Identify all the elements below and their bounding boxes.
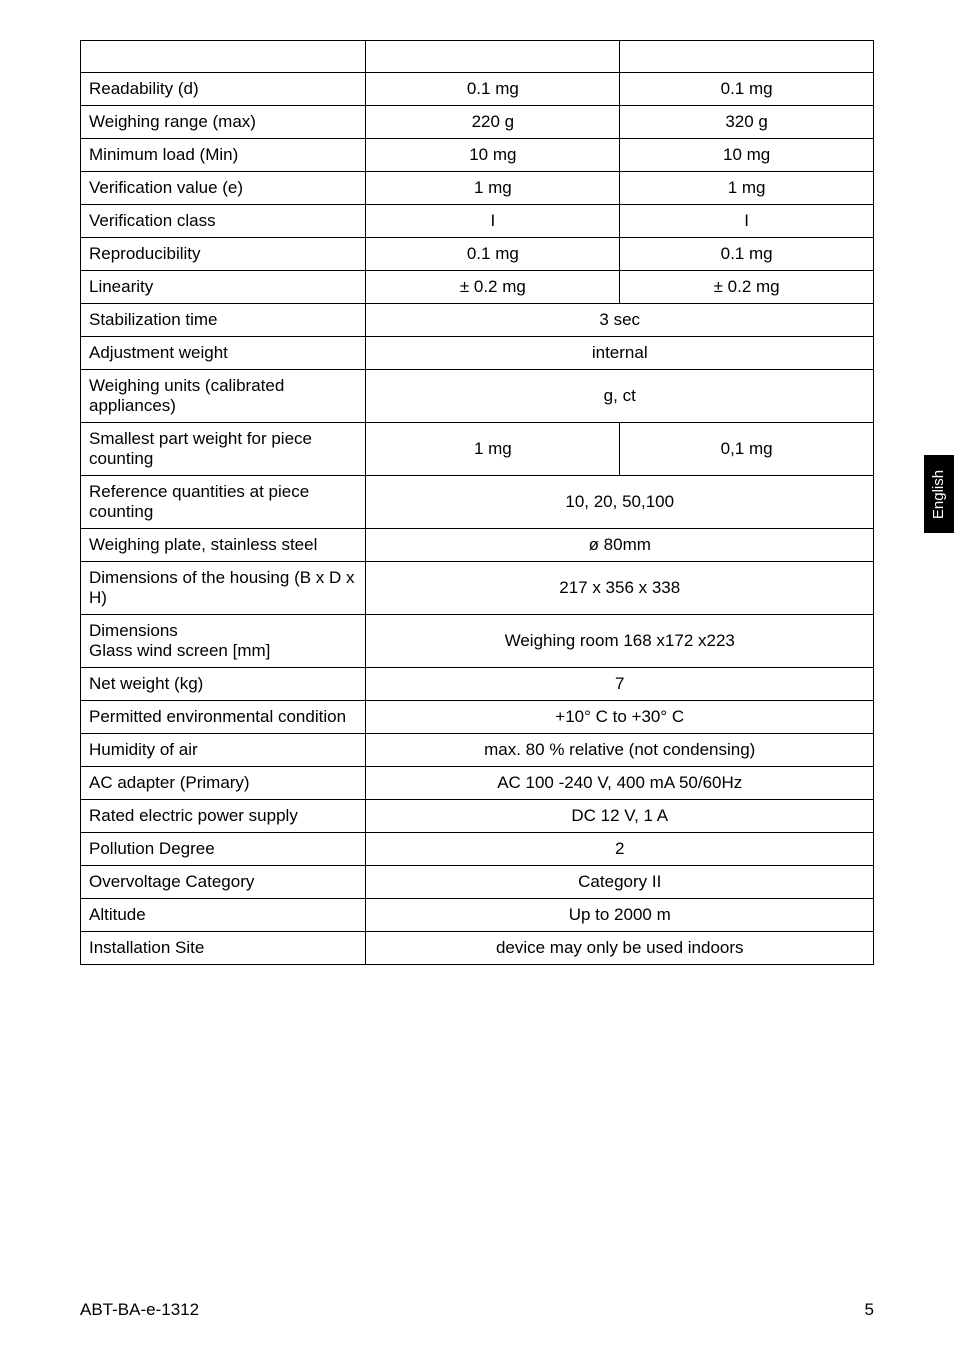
row-label: Net weight (kg) [81, 668, 366, 701]
row-value: max. 80 % relative (not condensing) [366, 734, 874, 767]
row-label: Smallest part weight for piece counting [81, 423, 366, 476]
row-label: Stabilization time [81, 304, 366, 337]
row-label: Verification class [81, 205, 366, 238]
table-row [81, 41, 874, 73]
row-value-1: 1 mg [366, 172, 620, 205]
table-row: Reference quantities at piece counting10… [81, 476, 874, 529]
row-value-2: I [620, 205, 874, 238]
row-label: Installation Site [81, 932, 366, 965]
row-value-2: 0.1 mg [620, 238, 874, 271]
table-row: Permitted environmental condition+10° C … [81, 701, 874, 734]
row-label: Adjustment weight [81, 337, 366, 370]
table-row: Pollution Degree2 [81, 833, 874, 866]
row-value: 3 sec [366, 304, 874, 337]
row-value-1: I [366, 205, 620, 238]
row-value: 10, 20, 50,100 [366, 476, 874, 529]
table-row: Linearity± 0.2 mg± 0.2 mg [81, 271, 874, 304]
row-value-1: 0.1 mg [366, 238, 620, 271]
row-value-1: 1 mg [366, 423, 620, 476]
row-label: Reference quantities at piece counting [81, 476, 366, 529]
row-label [81, 41, 366, 73]
row-value-1 [366, 41, 620, 73]
table-row: Verification classII [81, 205, 874, 238]
row-value: device may only be used indoors [366, 932, 874, 965]
row-label: Overvoltage Category [81, 866, 366, 899]
row-value: g, ct [366, 370, 874, 423]
row-value-2: 0.1 mg [620, 73, 874, 106]
footer-page-number: 5 [865, 1300, 874, 1320]
row-label: Reproducibility [81, 238, 366, 271]
row-value: Category II [366, 866, 874, 899]
row-label: DimensionsGlass wind screen [mm] [81, 615, 366, 668]
row-value: Weighing room 168 x172 x223 [366, 615, 874, 668]
spec-table: Readability (d)0.1 mg0.1 mgWeighing rang… [80, 40, 874, 965]
table-row: Overvoltage CategoryCategory II [81, 866, 874, 899]
table-row: Rated electric power supplyDC 12 V, 1 A [81, 800, 874, 833]
row-value-2: 320 g [620, 106, 874, 139]
table-row: AltitudeUp to 2000 m [81, 899, 874, 932]
row-value: internal [366, 337, 874, 370]
row-value-2 [620, 41, 874, 73]
row-value: +10° C to +30° C [366, 701, 874, 734]
row-label: Verification value (e) [81, 172, 366, 205]
row-value-1: 10 mg [366, 139, 620, 172]
row-value-2: 1 mg [620, 172, 874, 205]
table-row: Weighing range (max)220 g320 g [81, 106, 874, 139]
row-label: AC adapter (Primary) [81, 767, 366, 800]
row-label: Weighing plate, stainless steel [81, 529, 366, 562]
row-value: 217 x 356 x 338 [366, 562, 874, 615]
table-row: AC adapter (Primary)AC 100 -240 V, 400 m… [81, 767, 874, 800]
table-row: Stabilization time3 sec [81, 304, 874, 337]
row-label: Dimensions of the housing (B x D x H) [81, 562, 366, 615]
table-row: Adjustment weightinternal [81, 337, 874, 370]
table-row: Dimensions of the housing (B x D x H)217… [81, 562, 874, 615]
table-row: Minimum load (Min)10 mg10 mg [81, 139, 874, 172]
row-value: DC 12 V, 1 A [366, 800, 874, 833]
row-value-1: 0.1 mg [366, 73, 620, 106]
row-value: Up to 2000 m [366, 899, 874, 932]
row-label: Permitted environmental condition [81, 701, 366, 734]
row-value: 7 [366, 668, 874, 701]
row-label: Altitude [81, 899, 366, 932]
row-label: Minimum load (Min) [81, 139, 366, 172]
row-label: Humidity of air [81, 734, 366, 767]
table-row: Smallest part weight for piece counting1… [81, 423, 874, 476]
table-row: Verification value (e)1 mg1 mg [81, 172, 874, 205]
row-label: Pollution Degree [81, 833, 366, 866]
page-footer: ABT-BA-e-1312 5 [80, 1300, 874, 1320]
language-tab: English [924, 455, 954, 533]
row-label: Weighing range (max) [81, 106, 366, 139]
row-value-2: ± 0.2 mg [620, 271, 874, 304]
row-value-2: 10 mg [620, 139, 874, 172]
table-row: Weighing units (calibrated appliances)g,… [81, 370, 874, 423]
language-label: English [931, 469, 948, 518]
row-value-1: ± 0.2 mg [366, 271, 620, 304]
table-row: Installation Sitedevice may only be used… [81, 932, 874, 965]
row-value: AC 100 -240 V, 400 mA 50/60Hz [366, 767, 874, 800]
table-row: Weighing plate, stainless steelø 80mm [81, 529, 874, 562]
table-row: DimensionsGlass wind screen [mm]Weighing… [81, 615, 874, 668]
table-row: Reproducibility0.1 mg0.1 mg [81, 238, 874, 271]
footer-doc-id: ABT-BA-e-1312 [80, 1300, 199, 1320]
table-row: Net weight (kg)7 [81, 668, 874, 701]
row-label: Weighing units (calibrated appliances) [81, 370, 366, 423]
row-value-2: 0,1 mg [620, 423, 874, 476]
row-label: Readability (d) [81, 73, 366, 106]
row-value: ø 80mm [366, 529, 874, 562]
row-value: 2 [366, 833, 874, 866]
table-row: Humidity of airmax. 80 % relative (not c… [81, 734, 874, 767]
row-label: Linearity [81, 271, 366, 304]
table-row: Readability (d)0.1 mg0.1 mg [81, 73, 874, 106]
row-value-1: 220 g [366, 106, 620, 139]
row-label: Rated electric power supply [81, 800, 366, 833]
